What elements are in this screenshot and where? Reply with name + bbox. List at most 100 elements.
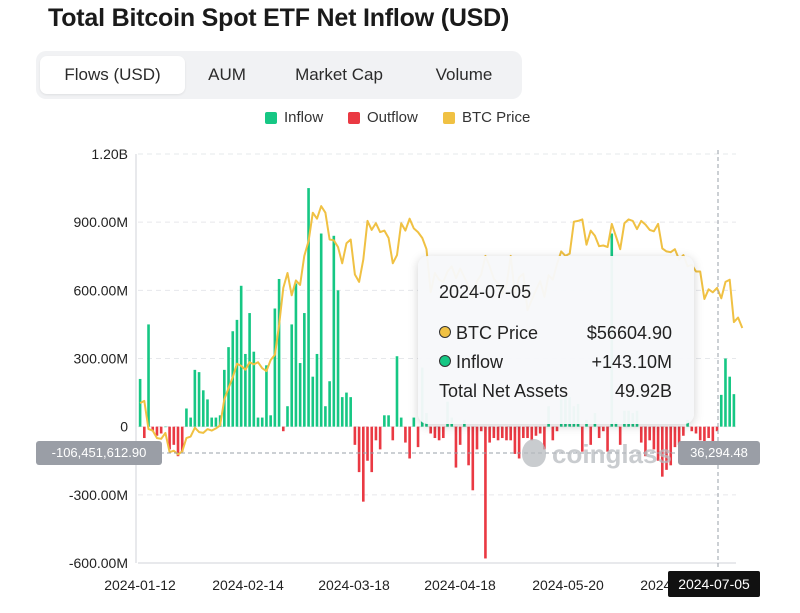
outflow-bar (690, 426, 694, 432)
outflow-bar (551, 426, 555, 441)
inflow-bar (265, 365, 268, 427)
inflow-bar (307, 188, 310, 427)
outflow-bar (353, 426, 357, 445)
inflow-bar (319, 233, 323, 427)
inflow-bar (724, 358, 727, 427)
outflow-bar (361, 426, 365, 502)
inflow-bar (732, 394, 736, 427)
inflow-bar (719, 394, 723, 427)
outflow-bar (484, 426, 487, 559)
inflow-bar (399, 417, 403, 427)
tab-market-cap[interactable]: Market Cap (295, 65, 383, 84)
outflow-bar (404, 426, 407, 443)
crosshair-y-label-right: 36,294.48 (678, 441, 760, 465)
watermark-text: coinglass (552, 439, 672, 469)
outflow-bar (517, 426, 521, 459)
outflow-bar (677, 426, 681, 445)
outflow-bar (180, 426, 184, 452)
legend-swatch-btc-price (443, 112, 455, 124)
inflow-bar (244, 353, 247, 427)
outflow-bar (555, 426, 559, 432)
outflow-bar (526, 426, 529, 439)
legend-swatch-outflow (348, 112, 360, 124)
outflow-bar (538, 426, 542, 434)
outflow-bar (652, 426, 656, 450)
inflow-bar (336, 290, 340, 427)
tab-flows[interactable]: Flows (USD) (40, 56, 185, 94)
inflow-bar (239, 285, 243, 427)
outflow-bar (281, 426, 285, 432)
outflow-bar (366, 426, 369, 461)
outflow-bar (707, 426, 710, 439)
tooltip-inflow-label: Inflow (439, 351, 503, 373)
outflow-bar (374, 426, 378, 441)
inflow-bar (201, 390, 205, 427)
outflow-bar (698, 426, 702, 441)
legend-label-outflow: Outflow (367, 109, 418, 126)
inflow-bar (340, 397, 344, 427)
inflow-bar (412, 417, 416, 427)
data-tooltip: 2024-07-05 BTC Price $56604.90 Inflow +1… (418, 256, 694, 424)
outflow-bar (143, 426, 146, 439)
legend-item-btc-price[interactable]: BTC Price (443, 108, 530, 128)
view-tabs: Flows (USD) AUM Market Cap Volume (36, 51, 522, 99)
tab-volume[interactable]: Volume (435, 65, 493, 84)
inflow-bar (315, 353, 319, 427)
x-tick-label: 2024-03-18 (318, 577, 390, 593)
legend-item-inflow[interactable]: Inflow (265, 108, 323, 128)
inflow-bar (290, 324, 294, 427)
outflow-bar (530, 426, 534, 441)
inflow-bar (349, 397, 352, 427)
inflow-bar (252, 351, 256, 427)
outflow-bar (168, 426, 171, 450)
outflow-bar (492, 426, 496, 439)
y-tick-label: 1.20B (91, 146, 128, 162)
outflow-bar (602, 426, 605, 432)
outflow-bar (475, 426, 479, 450)
inflow-bar (614, 422, 618, 427)
tooltip-btc-price-text: BTC Price (456, 323, 539, 343)
legend-label-inflow: Inflow (284, 109, 324, 126)
outflow-bar (694, 426, 698, 434)
y-tick-label: 600.00M (74, 282, 128, 298)
inflow-bar (387, 415, 390, 427)
x-tick-label: 2024-04-18 (424, 577, 496, 593)
outflow-bar (656, 426, 660, 461)
chart-title: Total Bitcoin Spot ETF Net Inflow (USD) (48, 4, 510, 32)
watermark-logo: coinglass (522, 436, 672, 472)
inflow-bar (332, 235, 336, 427)
crosshair-y-label-left: -106,451,612.90 (36, 441, 162, 465)
outflow-bar (703, 426, 706, 443)
outflow-bar (543, 426, 546, 450)
outflow-bar (437, 426, 441, 441)
outflow-bar (467, 426, 470, 466)
chart-legend: Inflow Outflow BTC Price (0, 108, 800, 128)
outflow-bar (597, 426, 601, 439)
outflow-bar (479, 426, 483, 432)
outflow-bar (715, 426, 719, 432)
inflow-bar (206, 399, 209, 427)
tooltip-btc-price-label: BTC Price (439, 322, 538, 344)
outflow-bar (442, 426, 445, 439)
inflow-bar (214, 417, 218, 427)
y-tick-label: 0 (120, 419, 128, 435)
tooltip-row-net-assets: Total Net Assets 49.92B (439, 380, 672, 402)
tab-aum[interactable]: AUM (208, 65, 246, 84)
tooltip-inflow-text: Inflow (456, 352, 504, 372)
inflow-bar (248, 313, 251, 427)
tooltip-net-assets-label: Total Net Assets (439, 381, 569, 401)
outflow-bar (433, 426, 437, 439)
outflow-bar (589, 426, 593, 445)
outflow-bar (639, 426, 643, 443)
outflow-bar (172, 426, 176, 445)
inflow-dot-icon (439, 355, 451, 368)
outflow-bar (151, 426, 155, 432)
legend-item-outflow[interactable]: Outflow (348, 108, 418, 128)
y-tick-label: 300.00M (74, 351, 128, 367)
tooltip-row-btc-price: BTC Price $56604.90 (439, 322, 672, 344)
inflow-bar (235, 319, 239, 427)
outflow-bar (522, 426, 525, 439)
inflow-bar (260, 417, 264, 427)
inflow-bar (728, 376, 731, 427)
inflow-bar (286, 406, 289, 427)
